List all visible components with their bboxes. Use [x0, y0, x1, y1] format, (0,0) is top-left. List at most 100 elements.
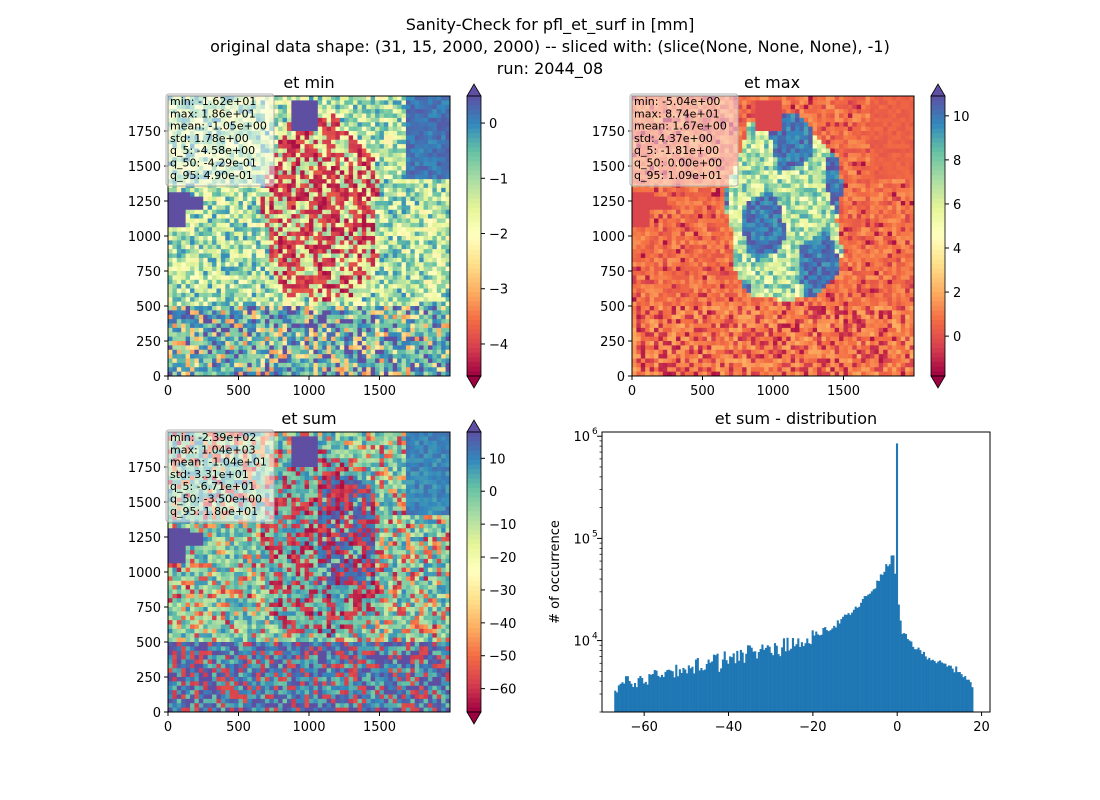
- heatmap-cell: [300, 209, 306, 215]
- heatmap-cell: [247, 214, 253, 220]
- heatmap-cell: [419, 218, 425, 224]
- heatmap-cell: [357, 218, 363, 224]
- heatmap-cell: [423, 336, 429, 342]
- heatmap-cell: [405, 341, 411, 346]
- heatmap-cell: [654, 341, 660, 346]
- heatmap-cell: [427, 271, 433, 276]
- heatmap-cell: [335, 279, 341, 285]
- heatmap-cell: [322, 100, 328, 106]
- heatmap-cell: [185, 240, 191, 246]
- heatmap-cell: [273, 148, 279, 154]
- heatmap-cell: [423, 201, 429, 206]
- heatmap-cell: [309, 135, 315, 141]
- heatmap-cell: [361, 310, 367, 316]
- heatmap-cell: [662, 306, 668, 311]
- heatmap-cell: [286, 104, 292, 110]
- heatmap-cell: [427, 135, 433, 141]
- heatmap-cell: [313, 236, 319, 241]
- heatmap-cell: [427, 227, 433, 233]
- heatmap-cell: [370, 341, 376, 346]
- heatmap-cell: [313, 166, 319, 171]
- heatmap-cell: [225, 201, 231, 206]
- heatmap-cell: [203, 192, 209, 198]
- heatmap-cell: [375, 253, 381, 259]
- heatmap-cell: [278, 271, 284, 276]
- heatmap-cell: [680, 345, 686, 351]
- heatmap-cell: [203, 201, 209, 206]
- heatmap-cell: [335, 240, 341, 246]
- heatmap-cell: [339, 222, 345, 228]
- heatmap-cell: [185, 349, 191, 355]
- colorbar-step: [467, 180, 481, 186]
- heatmap-cell: [286, 100, 292, 106]
- heatmap-cell: [273, 310, 279, 316]
- heatmap-cell: [251, 345, 257, 351]
- heatmap-cell: [291, 113, 297, 119]
- heatmap-cell: [238, 262, 244, 268]
- heatmap-cell: [264, 332, 270, 338]
- heatmap-cell: [361, 244, 367, 250]
- heatmap-cell: [366, 222, 372, 228]
- heatmap-cell: [375, 96, 381, 101]
- heatmap-cell: [632, 314, 638, 320]
- heatmap-cell: [636, 244, 642, 250]
- heatmap-cell: [392, 257, 398, 263]
- heatmap-cell: [375, 323, 381, 329]
- heatmap-cell: [383, 266, 389, 272]
- heatmap-cell: [445, 336, 450, 342]
- heatmap-cell: [379, 349, 385, 355]
- heatmap-cell: [260, 236, 266, 241]
- heatmap-cell: [366, 227, 372, 233]
- heatmap-cell: [256, 336, 262, 342]
- heatmap-cell: [405, 161, 411, 167]
- heatmap-cell: [667, 244, 673, 250]
- heatmap-cell: [441, 139, 447, 145]
- heatmap-cell: [383, 319, 389, 325]
- heatmap-cell: [419, 292, 425, 298]
- heatmap-cell: [361, 362, 367, 368]
- heatmap-cell: [353, 192, 359, 198]
- heatmap-cell: [667, 275, 673, 281]
- heatmap-cell: [423, 249, 429, 255]
- heatmap-cell: [636, 249, 642, 255]
- heatmap-cell: [286, 222, 292, 228]
- heatmap-cell: [176, 306, 182, 311]
- heatmap-cell: [335, 131, 341, 136]
- heatmap-cell: [198, 371, 204, 376]
- heatmap-cell: [203, 327, 209, 333]
- heatmap-cell: [658, 244, 664, 250]
- heatmap-cell: [278, 279, 284, 285]
- heatmap-cell: [238, 349, 244, 355]
- heatmap-cell: [300, 310, 306, 316]
- heatmap-cell: [331, 306, 337, 311]
- heatmap-cell: [419, 113, 425, 119]
- heatmap-cell: [326, 183, 332, 189]
- heatmap-cell: [207, 214, 213, 220]
- heatmap-cell: [353, 179, 359, 185]
- heatmap-cell: [326, 126, 332, 132]
- heatmap-cell: [286, 253, 292, 259]
- heatmap-cell: [353, 196, 359, 202]
- heatmap-cell: [357, 345, 363, 351]
- heatmap-cell: [309, 205, 315, 211]
- heatmap-cell: [269, 249, 275, 255]
- heatmap-cell: [645, 279, 651, 285]
- heatmap-cell: [304, 371, 310, 376]
- heatmap-cell: [190, 275, 196, 281]
- heatmap-cell: [366, 135, 372, 141]
- heatmap-cell: [419, 166, 425, 171]
- heatmap-cell: [414, 196, 420, 202]
- heatmap-cell: [207, 196, 213, 202]
- heatmap-cell: [251, 209, 257, 215]
- heatmap-cell: [339, 240, 345, 246]
- heatmap-cell: [423, 152, 429, 158]
- heatmap-cell: [291, 244, 297, 250]
- heatmap-cell: [317, 135, 323, 141]
- heatmap-cell: [405, 126, 411, 132]
- heatmap-cell: [238, 231, 244, 237]
- heatmap-cell: [172, 209, 178, 215]
- heatmap-cell: [366, 257, 372, 263]
- heatmap-cell: [423, 266, 429, 272]
- heatmap-cell: [397, 139, 403, 145]
- heatmap-cell: [256, 323, 262, 329]
